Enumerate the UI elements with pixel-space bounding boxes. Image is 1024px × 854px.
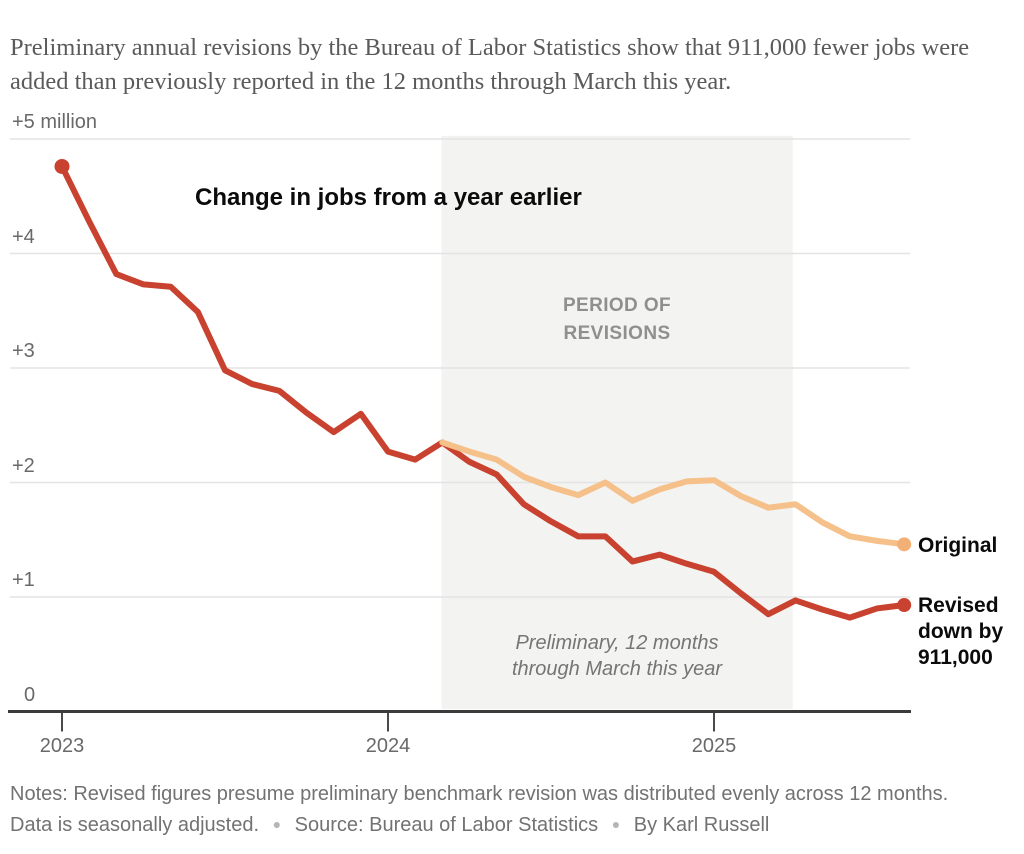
notes-line1: Notes: Revised figures presume prelimina… <box>10 783 949 805</box>
series-line-original <box>439 439 908 548</box>
legend-revised-label: Revised down by 911,000 <box>918 594 1004 669</box>
chart-title: Change in jobs from a year earlier <box>195 184 582 211</box>
bullet-icon: ● <box>272 816 282 832</box>
y-tick-label: +5 million <box>12 111 98 133</box>
x-tick-label: 2025 <box>691 735 737 757</box>
end-dot-revised <box>897 598 912 613</box>
x-tick-label: 2024 <box>365 735 411 757</box>
y-tick-label: +1 <box>12 569 35 591</box>
notes-adjusted: Data is seasonally adjusted. <box>10 814 260 836</box>
series-line-revised <box>59 163 908 621</box>
y-tick-label: +2 <box>12 454 35 477</box>
x-tick-label: 2023 <box>39 735 85 757</box>
notes-line2: Data is seasonally adjusted. ● Source: B… <box>10 809 1014 840</box>
start-dot-revised <box>54 158 70 174</box>
y-tick-label: +3 <box>12 340 35 362</box>
y-tick-label: 0 <box>24 683 36 706</box>
bullet-icon: ● <box>611 816 621 832</box>
period-of-revisions-label: PERIOD OF REVISIONS <box>562 295 672 344</box>
end-dot-original <box>897 537 912 552</box>
y-tick-label: +4 <box>12 225 35 248</box>
revision-period-band <box>441 135 793 709</box>
notes-source: Source: Bureau of Labor Statistics <box>294 814 599 836</box>
footer-notes: Notes: Revised figures presume prelimina… <box>10 779 1014 840</box>
legend-original-label: Original <box>918 534 998 557</box>
preliminary-annotation: Preliminary, 12 months through March thi… <box>511 632 723 680</box>
intro-text: Preliminary annual revisions by the Bure… <box>10 33 970 95</box>
notes-byline: By Karl Russell <box>633 814 770 836</box>
